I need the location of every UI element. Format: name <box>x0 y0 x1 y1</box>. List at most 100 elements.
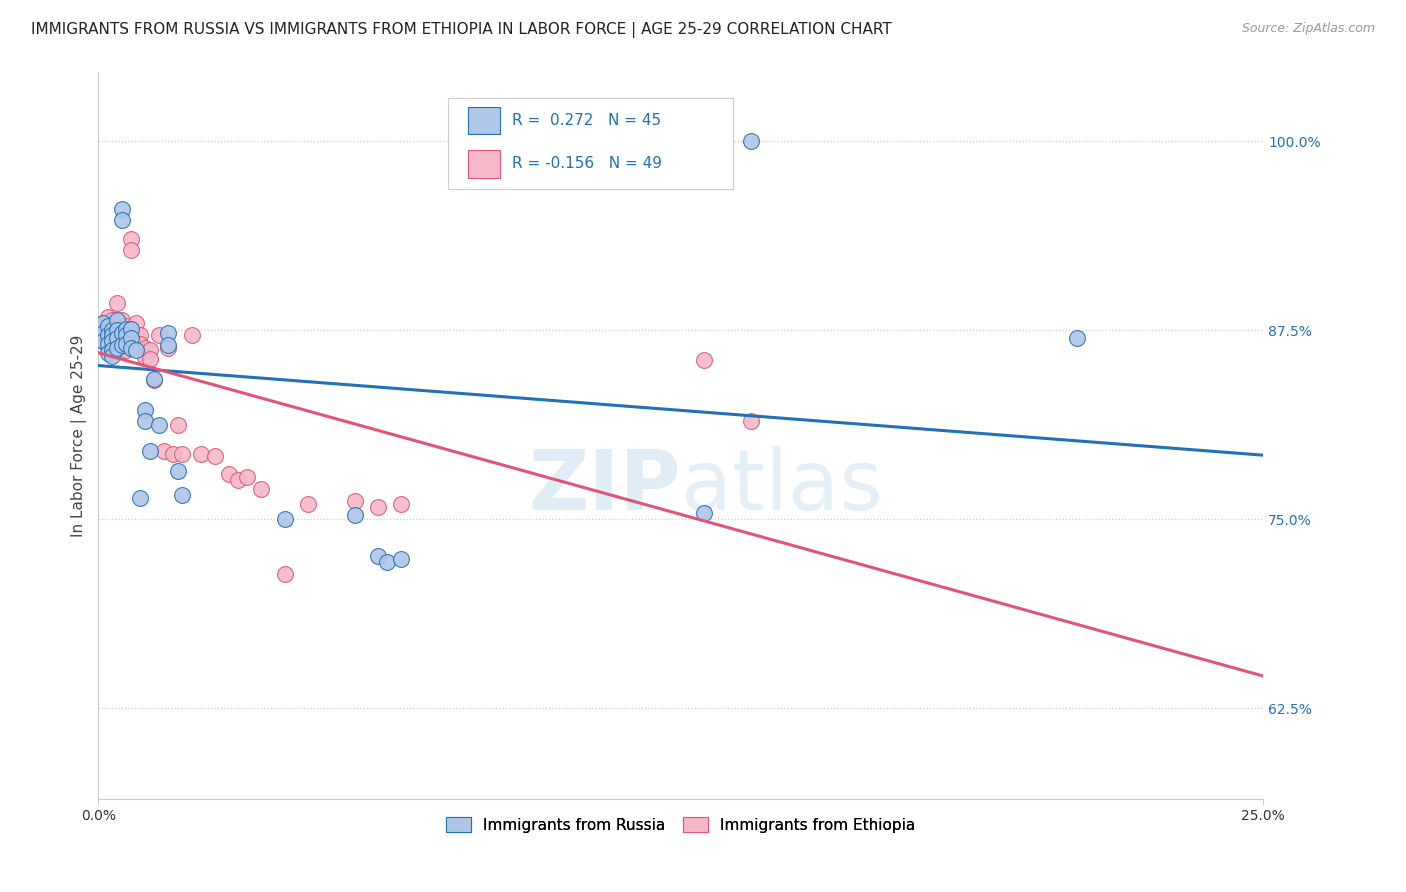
Point <box>91 325 114 339</box>
Point <box>129 336 152 351</box>
Point <box>157 338 180 352</box>
Point <box>111 202 134 216</box>
Point <box>134 351 156 365</box>
Text: Source: ZipAtlas.com: Source: ZipAtlas.com <box>1241 22 1375 36</box>
Point <box>115 327 138 342</box>
Point <box>105 325 128 339</box>
Point <box>101 321 124 335</box>
Point <box>97 336 120 351</box>
Point <box>115 343 138 357</box>
Point <box>97 346 120 360</box>
Point <box>375 555 398 569</box>
Point <box>101 323 124 337</box>
Point <box>120 341 142 355</box>
Point <box>134 403 156 417</box>
Point <box>97 327 120 342</box>
Point <box>105 341 128 355</box>
Point <box>226 473 249 487</box>
Point <box>111 321 134 335</box>
FancyBboxPatch shape <box>447 98 733 189</box>
Point <box>111 326 134 340</box>
Point <box>1066 331 1088 345</box>
Point <box>124 327 146 342</box>
Point <box>740 414 762 428</box>
Point <box>97 321 120 335</box>
Point <box>143 373 166 387</box>
Point <box>105 312 128 326</box>
Y-axis label: In Labor Force | Age 25-29: In Labor Force | Age 25-29 <box>72 334 87 537</box>
Point <box>105 316 128 330</box>
Point <box>134 414 156 428</box>
Point <box>157 326 180 340</box>
Legend: Immigrants from Russia, Immigrants from Ethiopia: Immigrants from Russia, Immigrants from … <box>440 811 921 838</box>
Point <box>367 549 389 563</box>
Point <box>138 351 160 366</box>
Point <box>120 321 142 335</box>
Text: R =  0.272   N = 45: R = 0.272 N = 45 <box>512 113 661 128</box>
Point <box>124 316 146 330</box>
FancyBboxPatch shape <box>468 107 501 134</box>
Point <box>250 482 273 496</box>
Point <box>218 467 240 481</box>
Point <box>134 341 156 355</box>
Point <box>166 418 188 433</box>
Point <box>236 470 259 484</box>
Point <box>389 497 412 511</box>
Point <box>693 353 716 368</box>
Point <box>115 321 138 335</box>
Point <box>91 326 114 340</box>
Point <box>204 449 226 463</box>
Point <box>274 512 297 526</box>
Point <box>152 444 174 458</box>
Point <box>91 316 114 330</box>
Point <box>91 334 114 348</box>
Point <box>343 508 366 522</box>
Point <box>101 334 124 348</box>
FancyBboxPatch shape <box>468 150 501 178</box>
Point <box>157 341 180 355</box>
Point <box>124 343 146 357</box>
Point <box>172 447 194 461</box>
Text: ZIP: ZIP <box>529 446 681 527</box>
Point <box>148 327 170 342</box>
Point <box>97 331 120 345</box>
Point <box>367 500 389 515</box>
Point <box>115 336 138 351</box>
Point <box>120 243 142 257</box>
Point <box>91 316 114 330</box>
Point <box>101 343 124 357</box>
Point <box>101 327 124 342</box>
Text: atlas: atlas <box>681 446 883 527</box>
Point <box>274 566 297 581</box>
Point <box>166 464 188 478</box>
Point <box>120 232 142 246</box>
Point <box>111 312 134 326</box>
Point <box>180 327 202 342</box>
Point <box>138 444 160 458</box>
Point <box>129 491 152 505</box>
Point <box>101 349 124 363</box>
Point <box>111 212 134 227</box>
Point <box>97 340 120 354</box>
Point <box>190 447 212 461</box>
Point <box>101 331 124 345</box>
Point <box>693 506 716 520</box>
Point <box>97 318 120 333</box>
Point <box>105 334 128 348</box>
Point <box>138 343 160 357</box>
Point <box>143 371 166 385</box>
Point <box>101 312 124 326</box>
Point <box>172 488 194 502</box>
Text: IMMIGRANTS FROM RUSSIA VS IMMIGRANTS FROM ETHIOPIA IN LABOR FORCE | AGE 25-29 CO: IMMIGRANTS FROM RUSSIA VS IMMIGRANTS FRO… <box>31 22 891 38</box>
Point <box>111 338 134 352</box>
Point <box>97 310 120 324</box>
Point <box>740 134 762 148</box>
Point <box>115 318 138 333</box>
Point <box>105 296 128 310</box>
Point <box>343 494 366 508</box>
Point <box>105 331 128 345</box>
Point <box>297 497 319 511</box>
Point <box>389 551 412 566</box>
Text: R = -0.156   N = 49: R = -0.156 N = 49 <box>512 156 662 171</box>
Point <box>91 334 114 348</box>
